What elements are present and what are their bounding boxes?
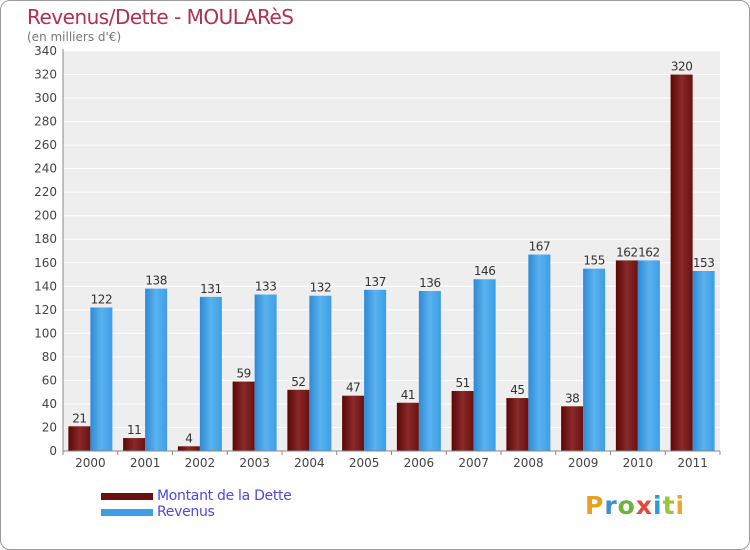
legend-label-revenue: Revenus — [157, 504, 215, 520]
data-label: 132 — [310, 281, 331, 295]
bar-debt — [615, 260, 638, 451]
bar-revenue — [528, 254, 551, 451]
y-tick-label: 100 — [34, 326, 57, 340]
bar-debt — [177, 446, 200, 451]
bar-debt — [123, 438, 146, 451]
x-tick-label: 2001 — [130, 456, 161, 470]
data-label: 21 — [72, 411, 86, 425]
chart-title: Revenus/Dette - MOULARèS — [27, 5, 294, 29]
logo-letter: P — [585, 491, 605, 520]
logo-letter: r — [604, 491, 618, 520]
y-tick-label: 200 — [34, 209, 57, 223]
bar-debt — [396, 402, 419, 451]
data-label: 136 — [419, 276, 440, 290]
y-tick-label: 320 — [34, 68, 57, 82]
bar-revenue — [637, 260, 660, 451]
data-label: 47 — [346, 381, 360, 395]
data-label: 122 — [91, 292, 112, 306]
bar-revenue — [90, 307, 113, 451]
x-tick-label: 2005 — [349, 456, 380, 470]
legend-swatch-debt — [101, 492, 153, 500]
bar-revenue — [692, 271, 715, 451]
data-label: 133 — [255, 280, 276, 294]
chart-legend: Montant de la Dette Revenus — [101, 488, 292, 520]
y-tick-label: 340 — [34, 44, 57, 58]
y-tick-label: 160 — [34, 256, 57, 270]
bar-debt — [342, 395, 365, 451]
x-tick-label: 2009 — [568, 456, 599, 470]
bar-debt — [561, 406, 584, 451]
bar-debt — [506, 398, 529, 451]
bar-revenue — [364, 289, 387, 451]
y-tick-label: 300 — [34, 91, 57, 105]
legend-item-revenue: Revenus — [101, 504, 292, 520]
plot-area — [63, 51, 720, 451]
data-label: 320 — [671, 60, 692, 74]
legend-label-debt: Montant de la Dette — [157, 488, 292, 504]
y-tick-label: 60 — [42, 373, 57, 387]
legend-swatch-revenue — [101, 508, 153, 516]
x-tick-label: 2003 — [239, 456, 270, 470]
logo-letter: o — [617, 491, 636, 520]
y-tick-label: 140 — [34, 279, 57, 293]
data-label: 51 — [455, 376, 469, 390]
logo-letter: t — [662, 491, 676, 520]
data-label: 38 — [565, 391, 579, 405]
y-tick-label: 20 — [42, 420, 57, 434]
logo-letter: x — [635, 491, 653, 520]
y-tick-label: 40 — [42, 397, 57, 411]
data-label: 59 — [236, 367, 250, 381]
legend-item-debt: Montant de la Dette — [101, 488, 292, 504]
data-label: 146 — [474, 264, 495, 278]
y-tick-label: 240 — [34, 162, 57, 176]
x-tick-label: 2010 — [623, 456, 654, 470]
y-tick-label: 220 — [34, 185, 57, 199]
data-label: 11 — [127, 423, 141, 437]
bar-revenue — [473, 279, 496, 451]
data-label: 162 — [638, 245, 659, 259]
bar-revenue — [254, 294, 277, 451]
data-label: 52 — [291, 375, 305, 389]
data-label: 155 — [583, 254, 604, 268]
x-tick-label: 2007 — [458, 456, 489, 470]
logo-letter: i — [675, 491, 686, 520]
data-label: 4 — [185, 431, 192, 445]
bar-revenue — [309, 295, 332, 451]
data-label: 131 — [200, 282, 221, 296]
bar-revenue — [145, 288, 168, 451]
data-label: 41 — [401, 388, 415, 402]
x-tick-label: 2006 — [404, 456, 435, 470]
chart-subtitle: (en milliers d'€) — [27, 30, 122, 44]
data-label: 153 — [693, 256, 714, 270]
data-label: 167 — [529, 240, 550, 254]
x-tick-label: 2000 — [75, 456, 106, 470]
x-tick-label: 2004 — [294, 456, 325, 470]
data-label: 162 — [616, 245, 637, 259]
y-tick-label: 260 — [34, 138, 57, 152]
data-label: 137 — [364, 275, 385, 289]
logo-letter: i — [653, 491, 663, 520]
y-tick-label: 280 — [34, 115, 57, 129]
data-label: 138 — [145, 274, 166, 288]
bar-revenue — [418, 291, 441, 451]
x-tick-label: 2002 — [185, 456, 216, 470]
y-tick-label: 80 — [42, 350, 57, 364]
bar-debt — [287, 389, 310, 451]
proxiti-logo: Proxiti — [585, 491, 685, 520]
bar-debt — [68, 426, 91, 451]
bar-revenue — [583, 268, 606, 451]
x-tick-label: 2011 — [677, 456, 708, 470]
bar-revenue — [199, 296, 222, 451]
bar-debt — [451, 391, 474, 451]
y-tick-label: 0 — [49, 444, 57, 458]
x-tick-label: 2008 — [513, 456, 544, 470]
bar-debt — [232, 381, 255, 451]
y-tick-label: 180 — [34, 232, 57, 246]
y-tick-label: 120 — [34, 303, 57, 317]
data-label: 45 — [510, 383, 524, 397]
bar-debt — [670, 74, 693, 451]
